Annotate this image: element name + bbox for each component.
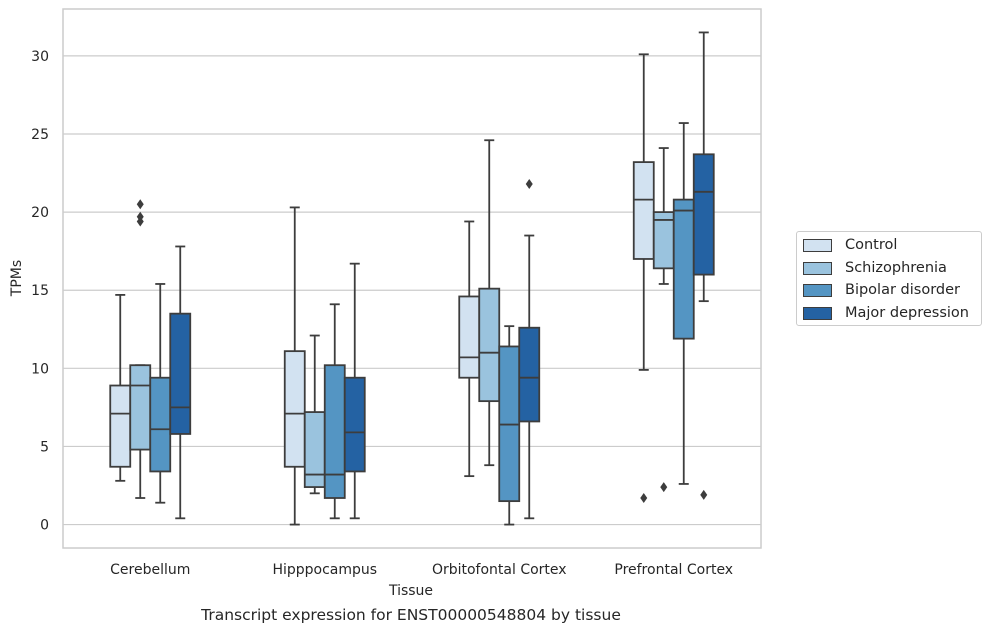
outlier-0 <box>640 493 648 504</box>
box-1-3 <box>652 147 675 493</box>
y-tick-labels: 0 5 10 15 20 25 30 <box>31 49 49 534</box>
plot-area-frame <box>62 8 762 549</box>
legend: Control Schizophrenia Bipolar disorder M… <box>796 231 982 326</box>
box-2-3 <box>672 122 695 485</box>
box-0-3 <box>632 53 655 504</box>
box-3-1 <box>343 262 366 520</box>
box-1-1 <box>303 334 326 495</box>
box-0-1 <box>283 206 306 526</box>
outlier-0 <box>700 489 708 500</box>
box-0-0 <box>109 294 132 482</box>
box-2-2 <box>498 325 521 526</box>
y-tick-label-0: 0 <box>40 518 49 534</box>
y-tick-label-10: 10 <box>31 361 49 377</box>
outlier-0 <box>525 178 533 189</box>
chart-caption: Transcript expression for ENST0000054880… <box>201 606 621 624</box>
boxes <box>109 31 715 526</box>
box-body <box>343 376 366 473</box>
box-1-0 <box>129 199 152 499</box>
x-axis-label: Tissue <box>388 583 433 599</box>
outlier-0 <box>660 482 668 493</box>
box-body <box>518 326 541 423</box>
y-tick-label-5: 5 <box>40 439 49 455</box>
legend-item-schizophrenia: Schizophrenia <box>803 258 947 278</box>
box-body <box>478 287 501 403</box>
box-1-2 <box>478 139 501 467</box>
y-tick-label-20: 20 <box>31 205 49 221</box>
box-body <box>672 198 695 340</box>
box-body <box>458 295 481 379</box>
legend-item-major-depression: Major depression <box>803 303 969 323</box>
legend-swatch-major-depression <box>803 306 832 320</box>
y-axis-label: TPMs <box>9 260 25 297</box>
legend-label-major-depression: Major depression <box>845 305 969 321</box>
legend-swatch-control <box>803 238 832 252</box>
box-body <box>149 376 172 473</box>
legend-swatch-schizophrenia <box>803 261 832 275</box>
box-body <box>109 384 132 468</box>
box-body <box>692 153 715 276</box>
x-tick-label-3: Prefrontal Cortex <box>614 562 733 578</box>
x-tick-label-0: Cerebellum <box>110 562 190 578</box>
legend-item-bipolar-disorder: Bipolar disorder <box>803 280 960 300</box>
legend-label-schizophrenia: Schizophrenia <box>845 260 947 276</box>
legend-item-control: Control <box>803 235 897 255</box>
box-2-0 <box>149 283 172 504</box>
box-3-3 <box>692 31 715 500</box>
x-tick-labels: Cerebellum Hipppocampus Orbitofontal Corte… <box>110 562 733 578</box>
box-body <box>632 161 655 260</box>
legend-label-control: Control <box>845 237 898 253</box>
x-tick-label-1: Hipppocampus <box>272 562 377 578</box>
y-tick-label-30: 30 <box>31 49 49 65</box>
legend-label-bipolar-disorder: Bipolar disorder <box>845 282 960 298</box>
box-2-1 <box>323 303 346 520</box>
y-tick-label-25: 25 <box>31 127 49 143</box>
legend-swatch-bipolar-disorder <box>803 283 832 297</box>
x-tick-label-2: Orbitofontal Cortex <box>432 562 567 578</box>
box-body <box>129 364 152 451</box>
outlier-1 <box>136 211 144 222</box>
box-3-0 <box>169 245 192 520</box>
box-body <box>283 350 306 468</box>
box-body <box>323 364 346 499</box>
box-body <box>169 312 192 435</box>
y-tick-label-15: 15 <box>31 283 49 299</box>
box-3-2 <box>518 178 541 520</box>
outlier-2 <box>136 199 144 210</box>
box-0-2 <box>458 220 481 478</box>
box-body <box>303 411 326 488</box>
